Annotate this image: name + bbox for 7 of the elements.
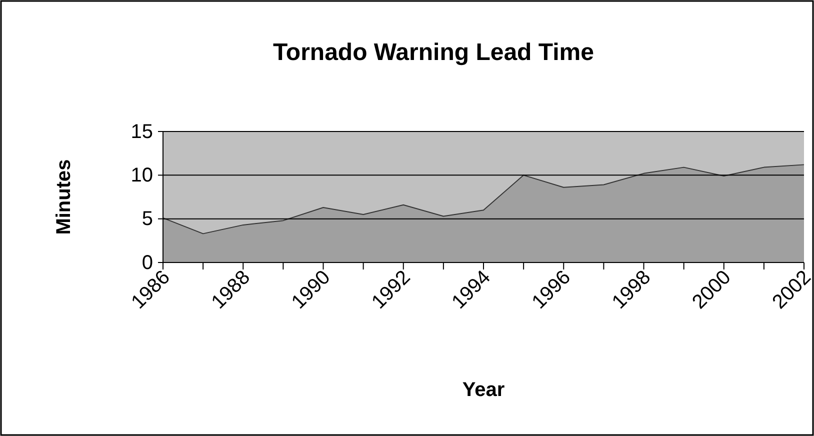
- chart-title: Tornado Warning Lead Time: [273, 39, 594, 66]
- y-tick-label: 5: [142, 208, 153, 230]
- y-tick-label: 15: [130, 120, 153, 143]
- y-axis-title: Minutes: [53, 159, 75, 235]
- y-tick-label: 0: [142, 252, 153, 274]
- y-tick-label: 10: [130, 164, 153, 187]
- x-axis-title: Year: [462, 379, 505, 401]
